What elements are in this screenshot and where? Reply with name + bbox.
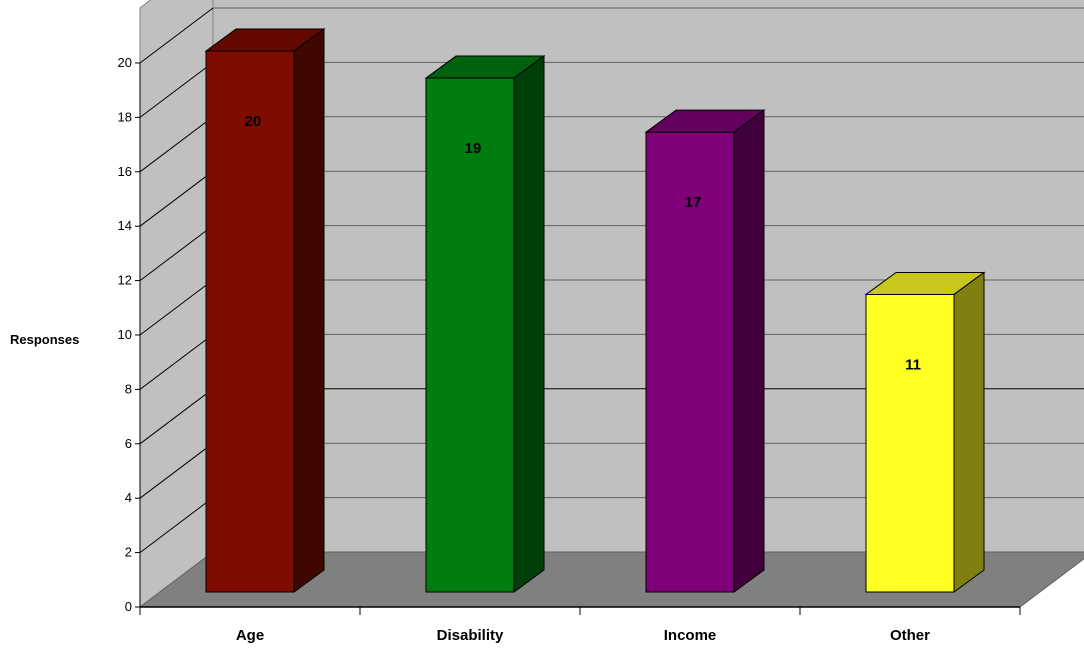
y-tick-label: 4	[125, 490, 132, 505]
gridline-side	[139, 442, 214, 499]
bar-side	[733, 109, 765, 593]
y-tick-label: 2	[125, 545, 132, 560]
bar-front	[425, 77, 515, 593]
gridline-side	[139, 279, 214, 336]
y-tick-label: 10	[118, 327, 132, 342]
bar-side	[293, 28, 325, 593]
data-label: 17	[685, 194, 702, 211]
gridline-side	[139, 334, 214, 390]
bar-front	[865, 293, 955, 593]
bar-side	[513, 55, 545, 593]
bars: 20 19 17 11	[204, 28, 986, 593]
gridline-side	[139, 116, 214, 173]
y-axis-title: Responses	[10, 332, 79, 347]
x-tick-label: Other	[890, 627, 930, 644]
bar-age: 20	[204, 28, 326, 593]
y-tick-label: 20	[118, 55, 132, 70]
bar-disability: 19	[424, 55, 546, 593]
y-tick-label: 12	[118, 273, 132, 288]
side-wall	[139, 0, 214, 609]
y-tick-label: 0	[125, 599, 132, 614]
y-tick-label: 6	[125, 436, 132, 451]
y-tick-label: 8	[125, 381, 132, 396]
y-tick-label: 18	[118, 109, 132, 124]
y-axis: 0 2 4 6 8 10 12 14 16 18 20	[118, 55, 141, 614]
x-tick-label: Income	[664, 627, 717, 644]
bar-side	[953, 271, 985, 593]
data-label: 11	[905, 356, 921, 373]
x-tick-label: Disability	[437, 627, 504, 644]
gridline-side	[139, 7, 214, 64]
gridline-side	[139, 497, 214, 553]
gridline-side	[139, 388, 214, 445]
y-tick-label: 16	[118, 164, 132, 179]
y-tick-label: 14	[118, 218, 132, 233]
x-tick-label: Age	[236, 627, 264, 644]
data-label: 20	[245, 113, 262, 130]
bar-other: 11	[864, 271, 986, 593]
gridline-side	[139, 62, 214, 118]
bar-income: 17	[644, 109, 766, 593]
data-label: 19	[465, 140, 482, 157]
x-axis: Age Disability Income Other	[139, 606, 1021, 644]
gridline-side	[139, 225, 214, 281]
bar-front	[205, 50, 295, 593]
bar-front	[645, 131, 735, 593]
gridline-side	[139, 170, 214, 227]
